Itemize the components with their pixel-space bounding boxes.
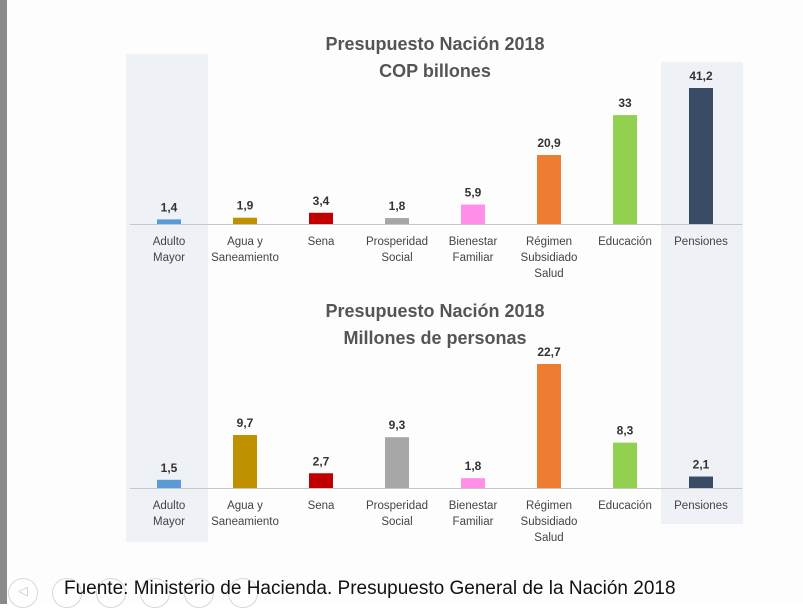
- data-label: 1,8: [389, 199, 406, 213]
- left-edge-bar: [0, 0, 7, 604]
- category-label: Social: [381, 252, 412, 264]
- category-label: Social: [381, 516, 412, 528]
- data-label: 8,3: [617, 424, 634, 438]
- bar: [309, 212, 333, 224]
- category-label: Saneamiento: [211, 252, 279, 264]
- category-label: Salud: [534, 532, 563, 544]
- bar: [157, 219, 181, 224]
- category-label: Adulto: [153, 236, 186, 248]
- category-label: Prosperidad: [366, 500, 428, 512]
- category-label: Adulto: [153, 500, 186, 512]
- data-label: 1,5: [161, 461, 178, 475]
- chart-title: Presupuesto Nación 2018: [325, 301, 544, 321]
- category-label: Subsidiado: [521, 252, 578, 264]
- data-label: 41,2: [689, 69, 713, 83]
- nav-button-3[interactable]: [140, 578, 170, 608]
- bar: [233, 435, 257, 488]
- category-label: Familiar: [453, 516, 494, 528]
- category-label: Régimen: [526, 236, 572, 248]
- bar: [461, 478, 485, 488]
- data-label: 9,3: [389, 418, 406, 432]
- bar: [689, 88, 713, 224]
- data-label: 33: [618, 96, 632, 110]
- category-label: Pensiones: [674, 236, 728, 248]
- bar: [233, 217, 257, 224]
- bar: [309, 473, 333, 488]
- category-label: Educación: [598, 500, 652, 512]
- category-label: Familiar: [453, 252, 494, 264]
- category-label: Subsidiado: [521, 516, 578, 528]
- bar: [689, 476, 713, 488]
- bar: [537, 364, 561, 488]
- category-label: Bienestar: [449, 236, 498, 248]
- data-label: 1,9: [237, 199, 254, 213]
- data-label: 20,9: [537, 136, 561, 150]
- category-label: Mayor: [153, 516, 185, 528]
- data-label: 22,7: [537, 345, 561, 359]
- category-label: Salud: [534, 268, 563, 280]
- chart-subtitle: Millones de personas: [343, 328, 526, 348]
- source-footnote: Fuente: Ministerio de Hacienda. Presupue…: [64, 578, 676, 599]
- bar: [385, 218, 409, 224]
- data-label: 9,7: [237, 416, 254, 430]
- data-label: 5,9: [465, 186, 482, 200]
- bar: [613, 442, 637, 488]
- data-label: 1,4: [161, 200, 178, 214]
- category-label: Sena: [308, 236, 335, 248]
- category-label: Sena: [308, 500, 335, 512]
- chart-cop-billones: Presupuesto Nación 2018 COP billones 1,4 Ad…: [130, 34, 742, 280]
- category-label: Pensiones: [674, 500, 728, 512]
- bar: [613, 115, 637, 224]
- data-label: 2,7: [313, 454, 330, 468]
- nav-prev-button[interactable]: [8, 578, 38, 608]
- bar: [385, 437, 409, 488]
- nav-prev-icon: ◁: [18, 583, 28, 598]
- bar: [461, 204, 485, 224]
- bar: [537, 155, 561, 224]
- data-label: 3,4: [313, 194, 330, 208]
- category-label: Prosperidad: [366, 236, 428, 248]
- chart-title: Presupuesto Nación 2018: [325, 34, 544, 54]
- chart-subtitle: COP billones: [379, 61, 491, 81]
- category-label: Saneamiento: [211, 516, 279, 528]
- category-label: Agua y: [227, 236, 263, 248]
- category-label: Agua y: [227, 500, 263, 512]
- category-label: Régimen: [526, 500, 572, 512]
- nav-button-2[interactable]: [96, 578, 126, 608]
- nav-button-5[interactable]: [228, 578, 258, 608]
- category-label: Mayor: [153, 252, 185, 264]
- highlight-band-adulto-mayor: [126, 54, 208, 542]
- category-label: Bienestar: [449, 500, 498, 512]
- data-label: 1,8: [465, 459, 482, 473]
- bar: [157, 479, 181, 488]
- chart-millones-personas: Presupuesto Nación 2018 Millones de perso…: [130, 301, 742, 544]
- category-label: Educación: [598, 236, 652, 248]
- data-label: 2,1: [693, 458, 710, 472]
